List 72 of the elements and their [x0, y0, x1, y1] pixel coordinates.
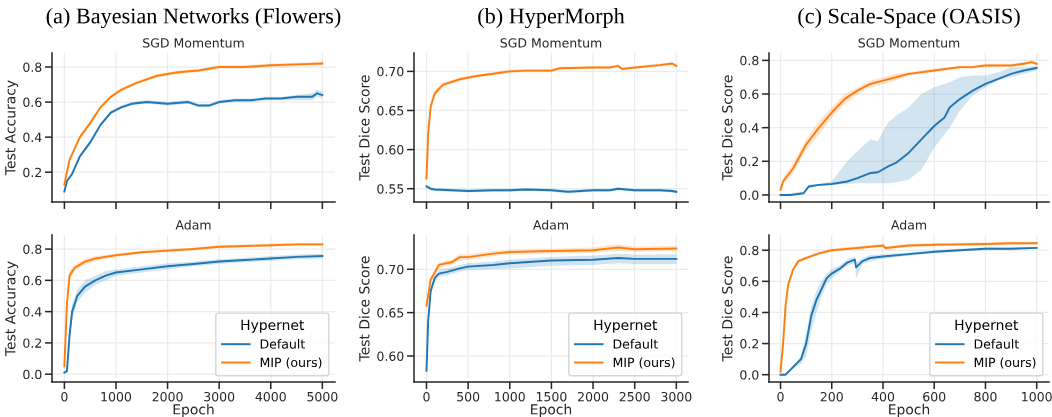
y-tick-label: 0.8 [23, 244, 42, 254]
y-tick-label: 0.70 [377, 66, 404, 77]
y-tick-label: 0.4 [23, 132, 42, 143]
y-tick-label: 0.6 [740, 89, 759, 99]
y-tick-label: 0.70 [377, 264, 404, 275]
y-axis-title: Test Dice Score [721, 75, 733, 181]
chart-subtitle: SGD Momentum [858, 38, 960, 48]
y-tick-label: 0.2 [23, 167, 42, 178]
y-tick-label: 0.6 [23, 97, 42, 108]
y-tick-label: 0.4 [740, 307, 759, 318]
legend-label: MIP (ours) [613, 357, 675, 369]
y-axis-title: Test Dice Score [358, 256, 370, 362]
x-axis-title: Epoch [889, 403, 930, 417]
y-tick-label: 0.8 [740, 245, 759, 256]
chart-title: Adam [891, 219, 926, 230]
x-tick-label: 1000 [495, 391, 525, 402]
legend-title: Hypernet [955, 319, 1019, 333]
x-tick-label: 0 [423, 391, 430, 402]
x-tick-label: 1500 [536, 391, 567, 402]
x-tick-label: 0 [61, 391, 68, 402]
y-tick-label: 0.4 [740, 123, 759, 133]
x-axis-title: Epoch [531, 403, 572, 417]
y-tick-label: 0.60 [377, 351, 404, 361]
x-tick-label: 2000 [152, 391, 183, 402]
x-tick-label: 400 [871, 391, 895, 402]
x-tick-label: 0 [777, 391, 784, 402]
x-tick-label: 600 [923, 391, 946, 402]
y-tick-label: 0.6 [740, 276, 759, 287]
x-axis-title: Epoch [173, 403, 214, 417]
y-axis-title: Test Dice Score [721, 256, 733, 362]
x-tick-label: 5000 [307, 391, 338, 402]
y-axis-title: Test Accuracy [5, 80, 19, 176]
x-tick-label: 1000 [101, 391, 132, 402]
x-tick-label: 2000 [578, 391, 609, 402]
legend-title: Hypernet [594, 319, 658, 333]
chart-subtitle: SGD Momentum [500, 38, 602, 48]
y-tick-label: 0.8 [23, 62, 42, 72]
y-tick-label: 0.0 [740, 370, 759, 380]
chart-title: (b) HyperMorph [478, 7, 625, 29]
legend-label: Default [260, 339, 305, 349]
chart-subtitle: SGD Momentum [143, 38, 244, 48]
x-tick-label: 3000 [661, 391, 692, 402]
y-tick-label: 0.2 [740, 339, 759, 349]
y-tick-label: 0.4 [23, 307, 42, 317]
y-axis-title: Test Accuracy [5, 261, 19, 357]
x-tick-label: 500 [457, 391, 480, 402]
y-tick-label: 0.8 [740, 55, 759, 66]
chart-title: (a) Bayesian Networks (Flowers) [46, 7, 341, 29]
chart-title: Adam [533, 219, 568, 230]
x-tick-label: 2500 [619, 391, 650, 402]
x-tick-label: 4000 [255, 391, 286, 402]
y-tick-label: 0.2 [740, 156, 759, 167]
legend-label: MIP (ours) [974, 357, 1036, 369]
y-tick-label: 0.55 [377, 184, 404, 194]
x-tick-label: 3000 [204, 391, 235, 402]
chart-title: (c) Scale-Space (OASIS) [798, 7, 1020, 29]
y-tick-label: 0.60 [377, 145, 404, 155]
legend-title: Hypernet [241, 319, 305, 333]
y-tick-label: 0.65 [377, 308, 404, 318]
x-tick-label: 200 [820, 391, 843, 402]
x-tick-label: 1000 [1022, 391, 1052, 402]
y-tick-label: 0.65 [377, 105, 404, 116]
legend-label: Default [613, 339, 658, 349]
chart-title: Adam [175, 219, 211, 230]
y-tick-label: 0.2 [23, 338, 42, 348]
y-tick-label: 0.6 [23, 275, 42, 286]
y-tick-label: 0.0 [23, 369, 42, 380]
legend-label: Default [974, 339, 1019, 349]
y-tick-label: 0.0 [740, 190, 759, 200]
legend-label: MIP (ours) [260, 357, 322, 369]
y-axis-title: Test Dice Score [358, 75, 370, 181]
x-tick-label: 800 [974, 391, 997, 402]
